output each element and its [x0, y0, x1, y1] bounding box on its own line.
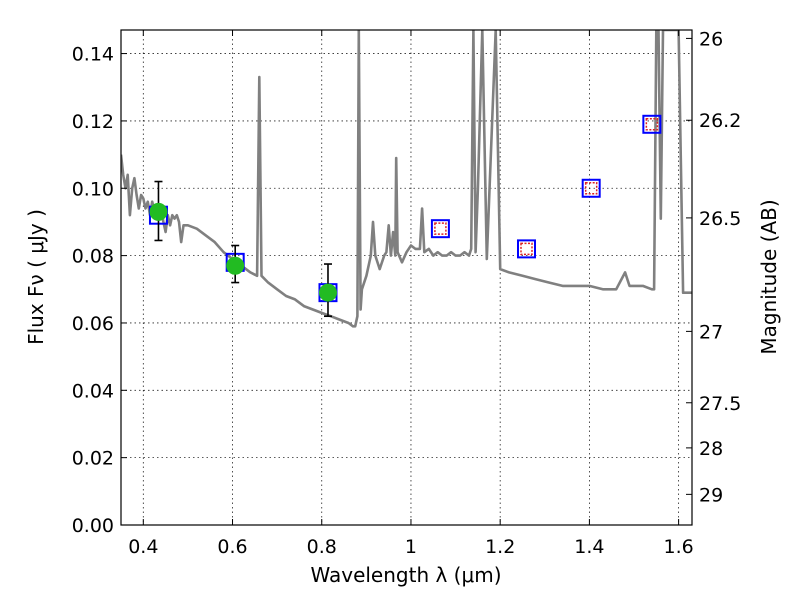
y-axis-title: Flux Fν ( μJy ) [24, 209, 48, 345]
y2-axis-title: Magnitude (AB) [757, 199, 781, 354]
data-markers [148, 114, 662, 318]
y2-tick-label-2: 26.5 [699, 208, 741, 230]
y-tick-label-4: 0.08 [72, 246, 114, 268]
x-axis-title: Wavelength λ (μm) [310, 563, 501, 587]
axis-ticks [121, 30, 692, 526]
plot-area [121, 30, 692, 328]
observed-flux-point-1 [226, 256, 245, 275]
y-tick-label-6: 0.12 [72, 111, 114, 133]
model-photometry-box-3 [430, 219, 450, 239]
nir-flux-marker-2 [584, 182, 598, 195]
y2-tick-label-0: 26 [699, 28, 723, 50]
x-tick-label-6: 1.6 [664, 536, 694, 558]
observed-flux-point-0 [149, 202, 168, 221]
y-tick-label-3: 0.06 [72, 313, 114, 335]
x-tick-label-2: 0.8 [307, 536, 337, 558]
model-photometry-box-6 [642, 114, 662, 134]
observed-flux-point-2 [318, 283, 337, 302]
x-tick-label-4: 1.2 [485, 536, 515, 558]
y2-tick-label-5: 28 [699, 438, 723, 460]
y2-tick-label-4: 27.5 [699, 393, 741, 415]
nir-flux-marker-1 [520, 242, 533, 256]
x-tick-label-0: 0.4 [128, 536, 158, 558]
x-tick-label-5: 1.4 [574, 536, 604, 558]
y-tick-label-2: 0.04 [72, 380, 114, 402]
x-tick-label-3: 1 [405, 536, 417, 558]
y2-tick-label-6: 29 [699, 484, 723, 506]
y-tick-label-5: 0.10 [72, 178, 114, 200]
y-tick-label-1: 0.02 [72, 448, 114, 470]
x-tick-label-1: 0.6 [217, 536, 247, 558]
nir-flux-marker-3 [645, 118, 659, 131]
y-tick-label-0: 0.00 [72, 515, 114, 537]
y-tick-label-7: 0.14 [72, 44, 114, 66]
y2-tick-label-1: 26.2 [699, 110, 741, 132]
grid-lines [121, 30, 692, 526]
nir-flux-marker-0 [434, 222, 447, 235]
y2-tick-label-3: 27 [699, 321, 723, 343]
model-photometry-box-5 [581, 178, 601, 198]
model-spectrum-line [121, 30, 692, 328]
model-photometry-box-4 [516, 239, 536, 259]
plot-frame [120, 29, 693, 526]
axis-tick-labels: 0.4 0.6 0.8 1 1.2 1.4 1.6 0.00 0.02 0.04 0.06 0.08 0… [72, 28, 742, 558]
